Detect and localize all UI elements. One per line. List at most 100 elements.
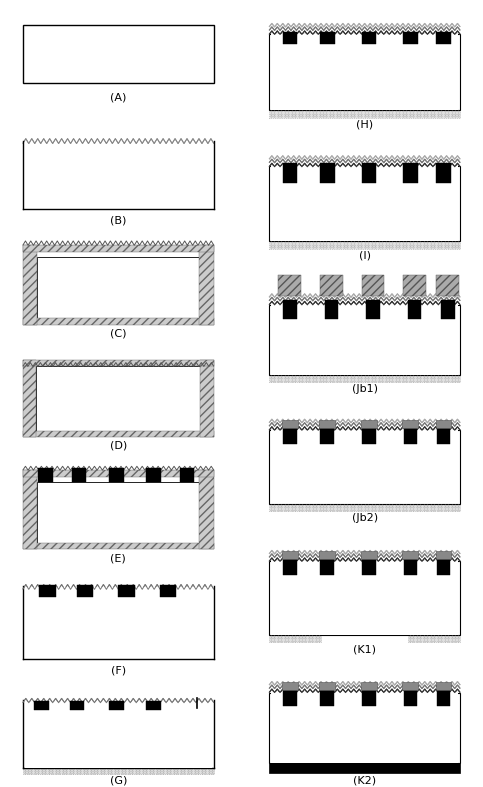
Bar (366, 300, 380, 319)
Bar (77, 586, 93, 597)
Bar (282, 682, 298, 690)
Bar (437, 689, 451, 707)
Bar (403, 32, 418, 43)
Text: (A): (A) (110, 93, 127, 103)
Bar (441, 300, 455, 319)
Bar (269, 634, 321, 642)
Bar (269, 305, 460, 375)
Bar (199, 246, 214, 324)
Bar (436, 682, 452, 690)
Bar (23, 318, 214, 324)
Bar (146, 700, 161, 711)
Bar (109, 468, 124, 482)
Text: (F): (F) (111, 666, 126, 675)
Bar (271, 560, 458, 634)
Bar (34, 700, 49, 711)
Bar (70, 700, 84, 711)
Bar (118, 586, 135, 597)
Bar (437, 558, 451, 575)
Bar (283, 163, 297, 183)
Bar (271, 430, 458, 504)
Bar (109, 700, 124, 711)
Bar (319, 682, 335, 690)
Bar (436, 163, 451, 183)
Bar (271, 304, 458, 375)
Bar (437, 427, 451, 444)
Bar (271, 166, 458, 241)
Bar (403, 163, 418, 183)
Bar (320, 275, 343, 296)
Bar (362, 427, 376, 444)
Bar (23, 246, 37, 324)
Bar (279, 275, 301, 296)
Bar (180, 468, 194, 482)
Bar (269, 110, 460, 117)
Bar (436, 32, 451, 43)
Text: (E): (E) (111, 553, 126, 563)
Bar (320, 558, 334, 575)
Bar (271, 34, 458, 110)
Bar (320, 163, 335, 183)
Bar (269, 504, 460, 511)
Bar (319, 551, 335, 559)
Bar (23, 360, 214, 366)
Bar (283, 300, 297, 319)
Bar (361, 551, 377, 559)
Bar (320, 689, 334, 707)
Bar (269, 375, 460, 382)
Bar (408, 634, 460, 642)
Bar (71, 468, 86, 482)
Bar (362, 275, 384, 296)
Bar (269, 693, 460, 763)
Bar (403, 275, 426, 296)
Bar (25, 587, 212, 658)
Bar (362, 32, 376, 43)
Bar (25, 702, 212, 768)
Bar (362, 558, 376, 575)
Bar (403, 558, 417, 575)
Bar (362, 163, 376, 183)
Bar (40, 586, 56, 597)
Bar (403, 689, 417, 707)
Text: (Jb2): (Jb2) (352, 513, 378, 523)
Bar (23, 589, 214, 659)
Bar (269, 561, 460, 634)
Bar (23, 25, 214, 83)
Bar (23, 543, 214, 549)
Text: (I): (I) (359, 250, 370, 260)
Bar (269, 763, 460, 774)
Bar (320, 427, 334, 444)
Bar (408, 300, 421, 319)
Text: (G): (G) (110, 775, 127, 785)
Text: (B): (B) (110, 216, 127, 226)
Bar (269, 430, 460, 504)
Bar (361, 419, 377, 428)
Bar (271, 693, 458, 763)
Bar (282, 551, 298, 559)
Text: (K2): (K2) (353, 775, 376, 785)
Text: (H): (H) (356, 120, 373, 129)
Bar (160, 586, 176, 597)
Bar (23, 470, 37, 549)
Bar (319, 419, 335, 428)
Text: (C): (C) (110, 328, 127, 338)
Bar (362, 689, 376, 707)
Bar (37, 482, 199, 543)
Text: (Jb1): (Jb1) (352, 384, 378, 394)
Bar (269, 34, 460, 110)
Bar (23, 470, 214, 477)
Bar (320, 32, 335, 43)
Bar (37, 257, 199, 318)
Bar (269, 166, 460, 241)
Bar (23, 704, 214, 768)
Bar (199, 470, 214, 549)
Bar (38, 468, 53, 482)
Bar (361, 682, 377, 690)
Text: (D): (D) (110, 441, 127, 451)
Bar (283, 689, 297, 707)
Bar (402, 419, 418, 428)
Bar (282, 419, 298, 428)
Bar (23, 430, 214, 437)
Bar (23, 360, 36, 437)
Bar (325, 300, 338, 319)
